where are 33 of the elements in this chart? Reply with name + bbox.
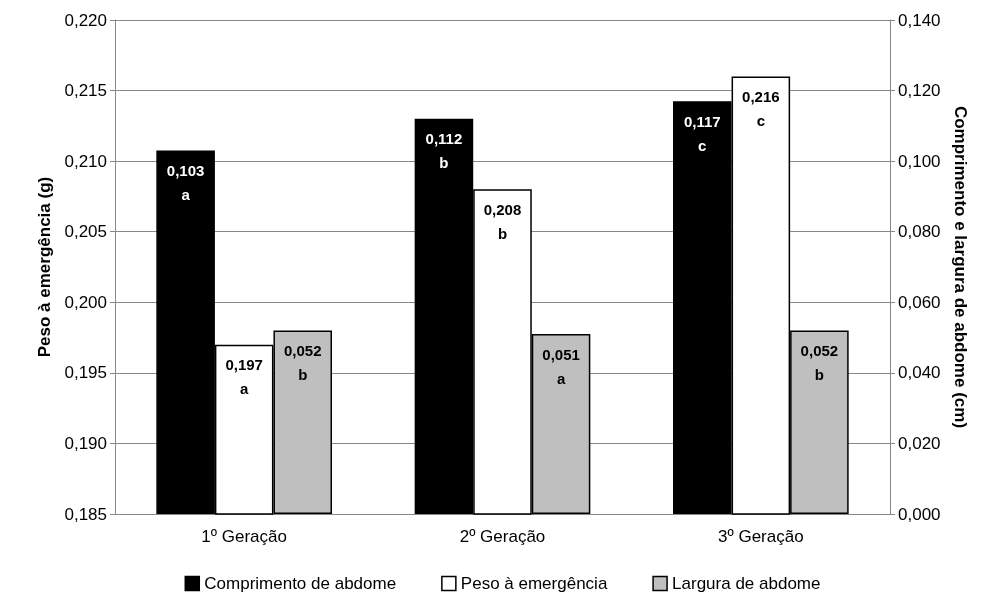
y2-tick-label: 0,020 xyxy=(898,433,941,453)
data-label: 0,208 b xyxy=(483,200,522,242)
data-label: 0,216 c xyxy=(742,87,780,129)
y2-tick-label: 0,140 xyxy=(898,10,941,30)
data-label: 0,197 a xyxy=(225,356,263,398)
y-tick-label: 0,205 xyxy=(64,222,107,242)
y2-tick-label: 0,060 xyxy=(898,292,941,312)
x-tick-label: 3º Geração xyxy=(718,527,804,546)
data-label: 0,112 b xyxy=(425,130,463,172)
x-tick-label: 2º Geração xyxy=(459,527,546,546)
legend-label: Largura de abdome xyxy=(672,574,821,593)
y2-tick-label: 0,080 xyxy=(898,222,941,242)
y-axis-title: Peso à emergência (g) xyxy=(35,176,54,358)
data-label: 0,051 a xyxy=(542,345,580,387)
x-tick-label: 1º Geração xyxy=(201,527,287,546)
legend-label: Peso à emergência xyxy=(460,574,608,593)
data-label: 0,103 a xyxy=(166,162,205,204)
y-tick-label: 0,185 xyxy=(64,504,107,524)
y2-axis-title: Comprimento e largura de abdome (cm) xyxy=(951,105,970,429)
y-tick-label: 0,215 xyxy=(64,81,107,101)
y2-tick-label: 0,100 xyxy=(898,151,941,171)
y-tick-label: 0,210 xyxy=(64,151,107,171)
y-tick-label: 0,190 xyxy=(64,433,107,453)
legend-label: Comprimento de abdome xyxy=(204,574,397,593)
data-label: 0,052 b xyxy=(800,342,839,384)
y-tick-label: 0,220 xyxy=(64,10,107,30)
y-tick-label: 0,195 xyxy=(64,363,107,383)
y-tick-label: 0,200 xyxy=(64,292,107,312)
data-label: 0,052 b xyxy=(283,342,322,384)
y2-tick-label: 0,040 xyxy=(898,363,941,383)
data-label: 0,117 c xyxy=(683,112,721,154)
y2-tick-label: 0,120 xyxy=(898,81,941,101)
y2-tick-label: 0,000 xyxy=(898,504,941,524)
